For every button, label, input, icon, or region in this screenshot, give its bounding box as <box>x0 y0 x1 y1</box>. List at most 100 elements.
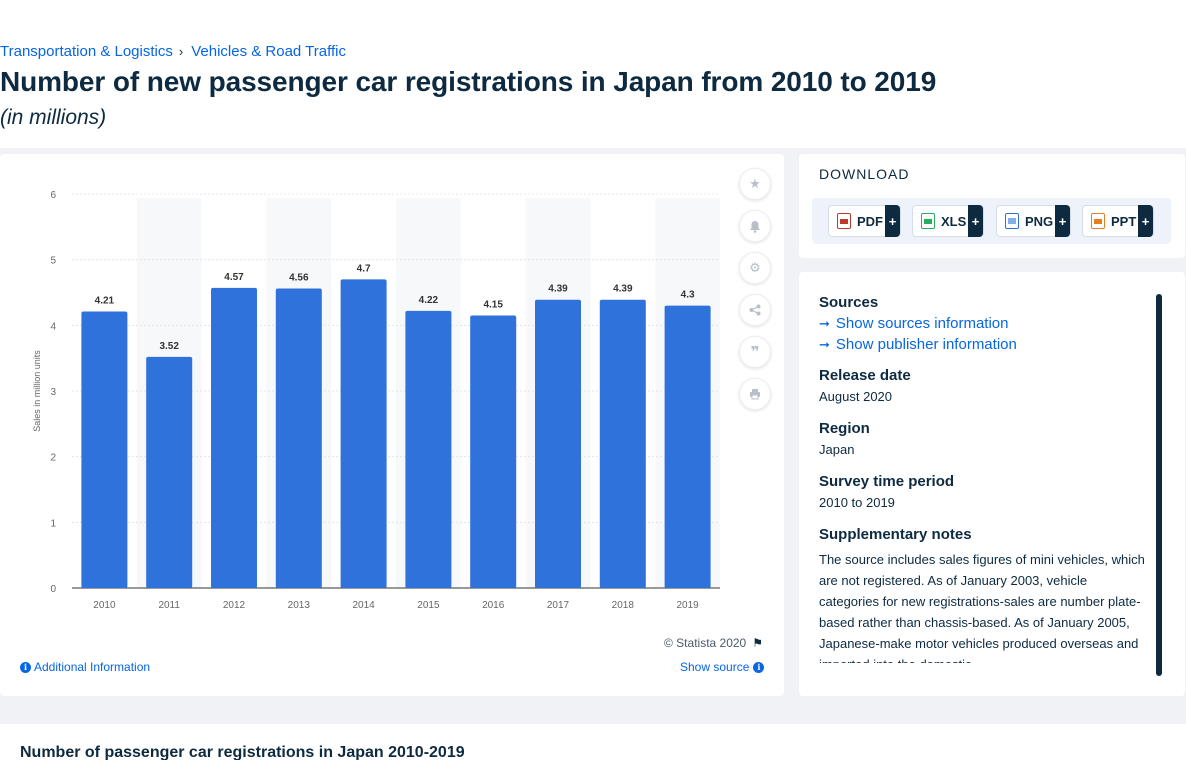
region-heading: Region <box>819 420 870 437</box>
download-buttons: PDF + XLS + PNG + PPT + <box>812 198 1171 244</box>
x-tick-label: 2011 <box>158 600 180 611</box>
show-source-link[interactable]: Show source i <box>680 660 765 674</box>
gear-icon: ⚙ <box>749 260 761 275</box>
supplementary-notes-heading: Supplementary notes <box>819 526 972 543</box>
download-png-button[interactable]: PNG + <box>996 205 1071 237</box>
y-tick-label: 2 <box>50 453 56 464</box>
x-tick-label: 2016 <box>482 600 505 611</box>
y-tick-label: 0 <box>50 584 56 595</box>
show-sources-label: Show sources information <box>835 315 1009 332</box>
bar-value-label: 4.39 <box>548 284 568 295</box>
bar-value-label: 4.56 <box>289 273 309 284</box>
supplementary-notes-text: The source includes sales figures of min… <box>819 552 1145 663</box>
breadcrumb: Transportation & Logistics › Vehicles & … <box>0 43 346 60</box>
breadcrumb-separator: › <box>178 44 184 59</box>
bar-value-label: 4.57 <box>224 272 244 283</box>
download-xls-plus[interactable]: + <box>968 205 983 237</box>
download-title: DOWNLOAD <box>819 166 910 182</box>
bar <box>275 288 322 588</box>
download-ppt-plus[interactable]: + <box>1138 205 1153 237</box>
survey-period-heading: Survey time period <box>819 473 955 490</box>
breadcrumb-item-transportation[interactable]: Transportation & Logistics <box>0 43 173 60</box>
png-image-icon <box>1005 213 1019 229</box>
settings-button[interactable]: ⚙ <box>739 252 771 284</box>
x-tick-label: 2017 <box>547 600 570 611</box>
notification-button[interactable] <box>739 210 771 242</box>
details-scrollbar[interactable] <box>1156 294 1162 676</box>
x-tick-label: 2010 <box>93 600 116 611</box>
download-png-label: PNG <box>1025 213 1054 229</box>
survey-period-value: 2010 to 2019 <box>819 495 895 510</box>
chart-actions: ★ ⚙ ❞ <box>739 168 771 420</box>
breadcrumb-item-vehicles[interactable]: Vehicles & Road Traffic <box>191 43 347 60</box>
arrow-right-icon: ➞ <box>819 315 830 331</box>
download-pdf-button[interactable]: PDF + <box>828 205 901 237</box>
bar <box>664 305 711 588</box>
bar-value-label: 4.15 <box>483 299 503 310</box>
info-icon: i <box>20 661 31 673</box>
statistic-details-panel: Sources ➞ Show sources information ➞ Sho… <box>799 272 1185 696</box>
printer-icon <box>750 389 760 400</box>
show-publisher-link[interactable]: ➞ Show publisher information <box>819 336 1149 353</box>
flag-icon[interactable]: ⚑ <box>752 636 763 650</box>
release-date-heading: Release date <box>819 367 911 384</box>
show-sources-link[interactable]: ➞ Show sources information <box>819 315 1149 332</box>
sources-heading: Sources <box>819 294 879 311</box>
bar-value-label: 4.39 <box>613 284 633 295</box>
x-tick-label: 2018 <box>612 600 635 611</box>
download-ppt-button[interactable]: PPT + <box>1082 205 1154 237</box>
quote-icon: ❞ <box>750 344 760 361</box>
pdf-file-icon <box>837 213 851 229</box>
download-panel: DOWNLOAD PDF + XLS + PNG + PPT + <box>799 154 1185 258</box>
bar <box>599 299 646 588</box>
chart-copyright: © Statista 2020 ⚑ <box>664 636 763 650</box>
bar <box>146 356 193 588</box>
bar <box>535 299 581 588</box>
bar <box>470 315 517 588</box>
print-button[interactable] <box>739 378 771 410</box>
bar-value-label: 4.7 <box>357 263 371 274</box>
bar-value-label: 4.21 <box>95 296 115 307</box>
header-area <box>0 0 1186 148</box>
xls-file-icon <box>921 213 935 229</box>
additional-info-label: Additional Information <box>34 660 151 674</box>
y-tick-label: 6 <box>50 190 56 201</box>
bar-value-label: 4.22 <box>419 295 439 306</box>
show-publisher-label: Show publisher information <box>835 336 1017 353</box>
favorite-star-button[interactable]: ★ <box>739 168 771 200</box>
share-icon <box>749 304 761 316</box>
release-date-value: August 2020 <box>819 389 893 404</box>
details-content: Sources ➞ Show sources information ➞ Sho… <box>819 294 1149 663</box>
page-subtitle: (in millions) <box>0 106 107 129</box>
show-source-label: Show source <box>680 660 750 674</box>
star-icon: ★ <box>749 176 761 191</box>
bar <box>405 310 452 588</box>
bar-chart: 0 1 2 3 4 5 6 Sales in million units 4.21 2010 3.5… <box>32 190 720 611</box>
bar-value-label: 4.3 <box>681 290 695 301</box>
y-axis-label: Sales in million units <box>32 350 42 432</box>
y-tick-label: 4 <box>50 321 56 332</box>
bell-icon <box>750 220 760 233</box>
download-png-plus[interactable]: + <box>1055 205 1070 237</box>
additional-info-link[interactable]: i Additional Information <box>20 660 150 674</box>
copyright-text: © Statista 2020 <box>664 636 747 650</box>
download-ppt-label: PPT <box>1111 213 1137 229</box>
x-tick-label: 2013 <box>288 600 311 611</box>
x-tick-label: 2012 <box>223 600 246 611</box>
cite-button[interactable]: ❞ <box>739 336 771 368</box>
bar <box>340 279 387 588</box>
download-xls-button[interactable]: XLS + <box>912 205 984 237</box>
y-tick-label: 1 <box>50 518 56 529</box>
bottom-section-title: Number of passenger car registrations in… <box>20 744 465 760</box>
download-pdf-plus[interactable]: + <box>885 205 900 237</box>
y-tick-label: 3 <box>50 387 56 398</box>
x-tick-label: 2015 <box>417 600 440 611</box>
share-button[interactable] <box>739 294 771 326</box>
x-tick-label: 2014 <box>352 600 375 611</box>
region-value: Japan <box>819 442 855 457</box>
y-tick-label: 5 <box>50 256 56 267</box>
bar <box>211 287 257 588</box>
download-pdf-label: PDF <box>857 213 883 229</box>
chart-card: 0 1 2 3 4 5 6 Sales in million units 4.21 2010 3.5… <box>0 154 784 696</box>
bottom-section: Number of passenger car registrations in… <box>0 724 1186 760</box>
